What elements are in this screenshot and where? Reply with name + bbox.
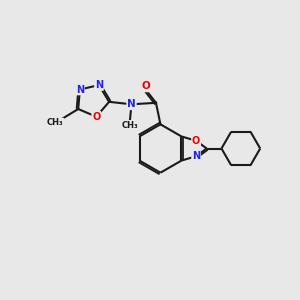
Text: N: N (76, 85, 84, 94)
Text: N: N (192, 151, 200, 161)
Text: O: O (192, 136, 200, 146)
Text: CH₃: CH₃ (47, 118, 64, 127)
Text: CH₃: CH₃ (122, 121, 138, 130)
Text: N: N (127, 99, 136, 109)
Text: N: N (95, 80, 103, 90)
Text: O: O (141, 81, 150, 92)
Text: O: O (92, 112, 100, 122)
